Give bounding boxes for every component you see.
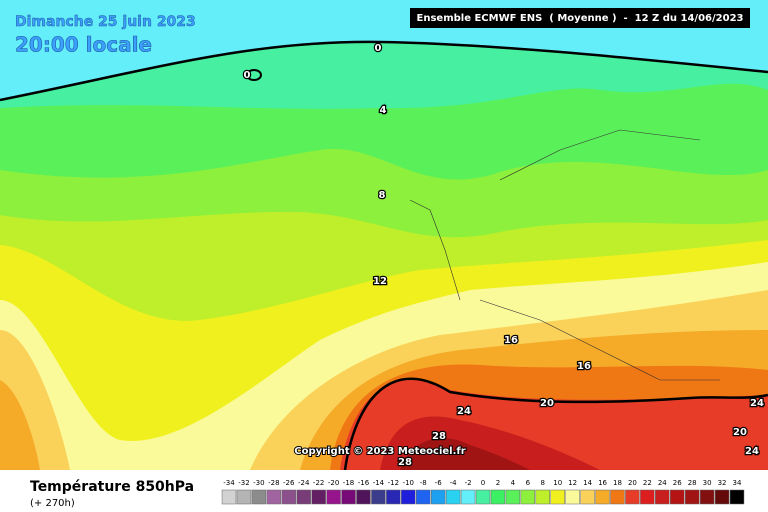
color-swatch xyxy=(266,489,282,505)
color-swatch xyxy=(625,489,640,505)
color-swatch xyxy=(699,489,715,505)
color-swatch xyxy=(565,489,580,505)
colorbar-label: -30 xyxy=(253,479,264,487)
contour-label: 16 xyxy=(577,361,591,372)
color-swatch xyxy=(595,489,610,505)
color-swatch xyxy=(251,489,267,505)
contour-label: 24 xyxy=(457,406,471,417)
colorbar-label: 10 xyxy=(553,479,562,487)
colorbar-label: 14 xyxy=(583,479,592,487)
colorbar-label: 12 xyxy=(568,479,577,487)
contour-label: 24 xyxy=(745,446,759,457)
contour-label: 28 xyxy=(432,431,446,442)
colorbar-label: 0 xyxy=(481,479,485,487)
colorbar-label: -34 xyxy=(223,479,235,487)
color-swatch xyxy=(401,489,416,505)
color-swatch xyxy=(550,489,565,505)
color-swatch xyxy=(281,489,296,505)
color-swatch xyxy=(475,489,491,505)
contour-label: 4 xyxy=(380,105,387,116)
colorbar-label: -2 xyxy=(465,479,472,487)
color-swatch xyxy=(221,489,237,505)
color-swatch xyxy=(341,489,356,505)
contour-label: 28 xyxy=(398,457,412,468)
color-swatch xyxy=(326,489,341,505)
color-swatch xyxy=(640,489,655,505)
color-swatch xyxy=(729,489,745,505)
color-swatch xyxy=(356,489,371,505)
contour-label: 24 xyxy=(750,398,764,409)
copyright: Copyright © 2023 Meteociel.fr xyxy=(294,446,465,457)
colorbar-label: 32 xyxy=(718,479,727,487)
color-swatch xyxy=(296,489,311,505)
colorbar: -34 -32 -30 -28 -26 -24 -22 -20 -18 -16 -14 -12 -10-… xyxy=(221,479,745,505)
color-swatch xyxy=(684,489,700,505)
color-swatch xyxy=(714,489,730,505)
legend-subtitle: (+ 270h) xyxy=(30,498,75,509)
colorbar-label: 18 xyxy=(613,479,622,487)
colorbar-label: -26 xyxy=(283,479,295,487)
colorbar-label: 16 xyxy=(598,479,607,487)
colorbar-label: 30 xyxy=(703,479,712,487)
colorbar-label: 26 xyxy=(673,479,682,487)
color-swatch xyxy=(655,489,670,505)
model-box xyxy=(410,8,750,28)
colorbar-label: -8 xyxy=(420,479,427,487)
contour-label: 20 xyxy=(733,427,747,438)
color-swatch xyxy=(430,489,446,505)
contours xyxy=(0,40,768,471)
colorbar-label: 28 xyxy=(688,479,697,487)
colorbar-label: -28 xyxy=(268,479,279,487)
colorbar-label: -22 xyxy=(313,479,324,487)
colorbar-label: -24 xyxy=(298,479,310,487)
colorbar-label: -4 xyxy=(450,479,458,487)
colorbar-label: -16 xyxy=(358,479,370,487)
contour-labels: 0 0 4 8 12 16 16 20 24 24 20 24 28 28 xyxy=(242,42,765,470)
color-swatch xyxy=(670,489,685,505)
temperature-field xyxy=(0,0,768,471)
contour-label: 0 xyxy=(244,70,251,81)
color-swatch xyxy=(505,489,521,505)
forecast-time: 20:00 locale xyxy=(15,33,152,57)
contour-label: 12 xyxy=(373,276,387,287)
color-swatch xyxy=(386,489,401,505)
forecast-date: Dimanche 25 juin 2023 xyxy=(15,14,196,30)
colorbar-label: -20 xyxy=(328,479,339,487)
colorbar-label: -10 xyxy=(403,479,414,487)
colorbar-label: 22 xyxy=(643,479,652,487)
color-swatch xyxy=(490,489,506,505)
color-swatch xyxy=(610,489,625,505)
color-swatch xyxy=(520,489,536,505)
contour-label: 0 xyxy=(375,43,382,54)
color-swatch xyxy=(445,489,461,505)
colorbar-label: 24 xyxy=(658,479,667,487)
colorbar-label: -6 xyxy=(435,479,443,487)
colorbar-label: -12 xyxy=(388,479,399,487)
legend-title: Température 850hPa xyxy=(30,479,194,495)
contour-label: 8 xyxy=(379,190,386,201)
color-swatch xyxy=(311,489,326,505)
color-swatch xyxy=(535,489,550,505)
colorbar-label: 20 xyxy=(628,479,637,487)
colorbar-label: -32 xyxy=(238,479,249,487)
colorbar-label: 8 xyxy=(541,479,545,487)
colorbar-label: 2 xyxy=(496,479,500,487)
color-swatch xyxy=(236,489,252,505)
color-swatch xyxy=(371,489,386,505)
color-swatch xyxy=(580,489,595,505)
color-swatch xyxy=(460,489,476,505)
colorbar-label: 4 xyxy=(511,479,516,487)
contour-label: 16 xyxy=(504,335,518,346)
contour-label: 20 xyxy=(540,398,554,409)
colorbar-label: -18 xyxy=(343,479,354,487)
colorbar-label: 6 xyxy=(526,479,531,487)
color-swatch xyxy=(416,489,431,505)
model-info: Ensemble ECMWF ENS ( Moyenne ) - 12 Z du… xyxy=(417,13,744,24)
colorbar-label: 34 xyxy=(733,479,742,487)
colorbar-label: -14 xyxy=(373,479,385,487)
